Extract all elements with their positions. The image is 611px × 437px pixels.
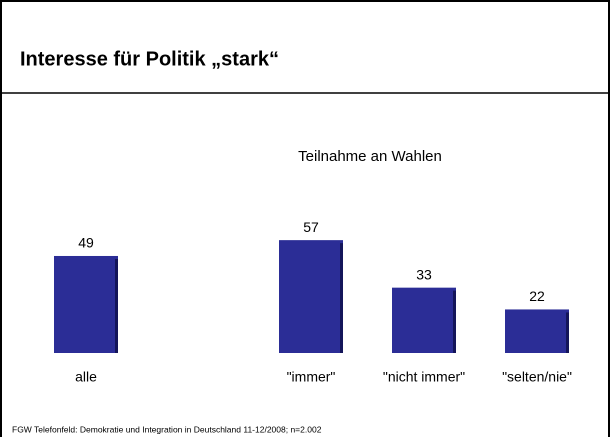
bar: [505, 309, 569, 353]
bar: [279, 240, 343, 353]
bar-shadow: [340, 243, 343, 353]
x-tick-label: alle: [75, 369, 97, 385]
data-label: 22: [529, 288, 545, 304]
bar-shadow: [566, 312, 569, 353]
source-note: FGW Telefonfeld: Demokratie und Integrat…: [12, 424, 322, 434]
bar: [392, 287, 456, 353]
data-label: 49: [78, 235, 94, 251]
bar: [54, 255, 118, 353]
data-label: 57: [303, 219, 319, 235]
chart-title: Interesse für Politik „stark“: [20, 48, 279, 70]
x-tick-label: "selten/nie": [502, 369, 572, 385]
data-label: 33: [416, 266, 432, 282]
x-tick-label: "nicht immer": [383, 369, 465, 385]
chart-subtitle: Teilnahme an Wahlen: [298, 148, 442, 165]
bar-shadow: [453, 290, 456, 353]
bar-shadow: [115, 258, 118, 353]
x-tick-label: "immer": [287, 369, 336, 385]
